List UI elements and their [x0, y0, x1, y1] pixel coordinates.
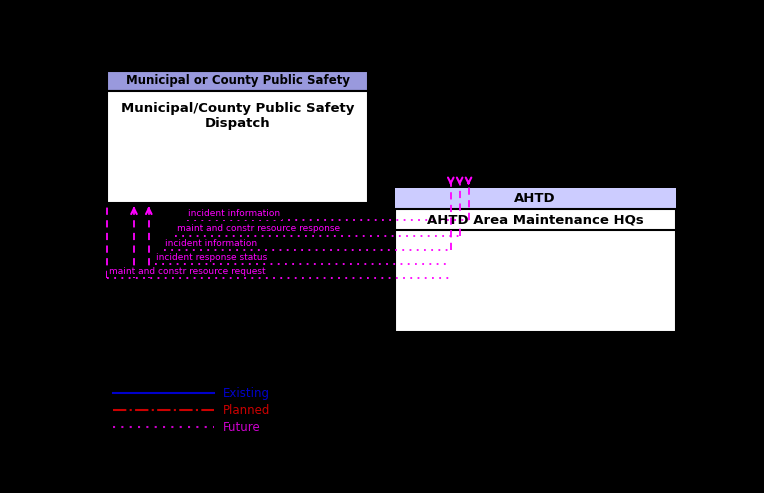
Text: Municipal or County Public Safety: Municipal or County Public Safety	[125, 74, 350, 87]
Text: Municipal/County Public Safety
Dispatch: Municipal/County Public Safety Dispatch	[121, 102, 354, 130]
Text: incident response status: incident response status	[156, 253, 267, 262]
Bar	[394, 188, 676, 209]
Text: AHTD Area Maintenance HQs: AHTD Area Maintenance HQs	[427, 213, 643, 226]
Text: incident information: incident information	[189, 209, 280, 218]
Bar	[394, 188, 676, 332]
Text: AHTD: AHTD	[514, 192, 556, 205]
Text: Planned: Planned	[223, 404, 270, 417]
Text: maint and constr resource response: maint and constr resource response	[176, 224, 340, 233]
Bar	[107, 70, 368, 91]
Text: Existing: Existing	[223, 387, 270, 400]
Bar	[107, 91, 368, 204]
Text: Future: Future	[223, 421, 261, 434]
Text: incident information: incident information	[165, 239, 257, 248]
Text: maint and constr resource request: maint and constr resource request	[108, 267, 265, 276]
